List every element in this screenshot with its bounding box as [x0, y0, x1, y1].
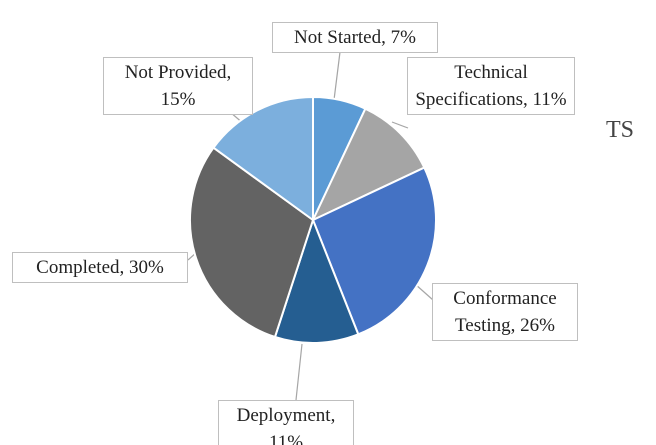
data-label: Technical Specifications, 11%: [407, 57, 575, 115]
data-label: Conformance Testing, 26%: [432, 283, 578, 341]
pie-slice: [273, 217, 360, 344]
pie-slice: [310, 107, 426, 223]
data-label: Deployment, 11%: [218, 400, 354, 445]
leader-line: [333, 51, 341, 101]
data-label: Not Provided, 15%: [103, 57, 253, 115]
leader-line: [391, 121, 409, 129]
data-label: Completed, 30%: [12, 252, 188, 283]
leader-line: [414, 283, 434, 301]
pie-slice: [311, 166, 437, 336]
leader-line: [295, 343, 303, 401]
pie-slice: [212, 95, 314, 222]
pie-slice: [189, 146, 315, 339]
annotation: TS: [606, 117, 635, 143]
data-label: Not Started, 7%: [272, 22, 438, 53]
